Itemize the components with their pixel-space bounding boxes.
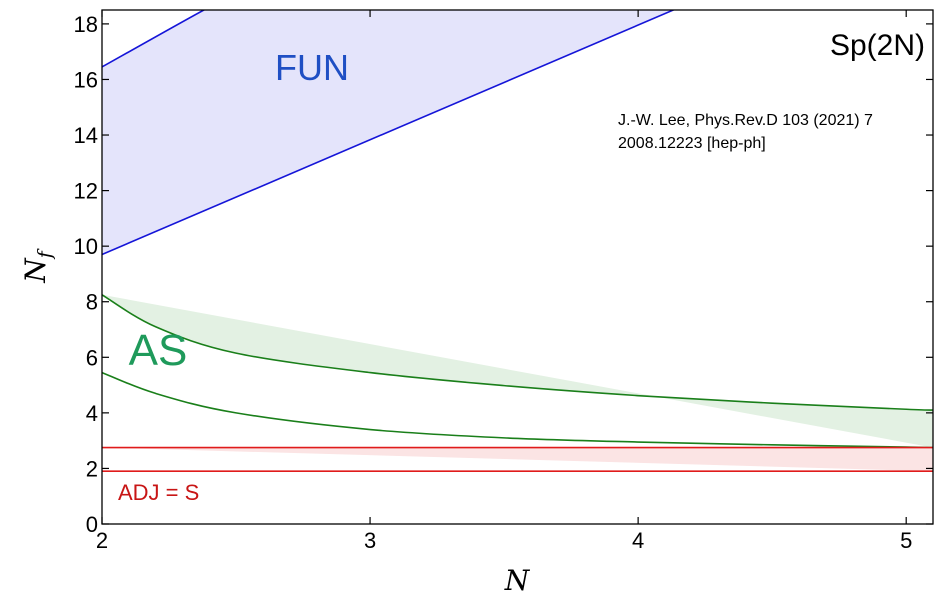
y-tick-label: 18 <box>74 12 98 37</box>
annotation-line-2: 2008.12223 [hep-ph] <box>618 135 766 152</box>
y-tick-label: 0 <box>86 512 98 537</box>
chart-title: Sp(2N) <box>830 29 925 62</box>
y-tick-label: 6 <box>86 345 98 370</box>
plot-frame <box>101 9 934 525</box>
y-tick-label: 12 <box>74 179 98 204</box>
band-lower-line-fun <box>102 10 676 256</box>
x-tick-label: 5 <box>900 528 912 553</box>
x-tick-label: 4 <box>632 528 644 553</box>
series-label-adj: ADJ = S <box>118 480 199 505</box>
band-upper-line-as <box>102 294 933 411</box>
y-axis-label: Nf <box>19 248 56 284</box>
band-fill-adj-s <box>102 447 933 472</box>
y-axis-label-main: N <box>19 257 52 284</box>
band-fill-as <box>102 294 933 448</box>
y-tick-label: 8 <box>86 290 98 315</box>
series-label-fun: FUN <box>275 47 349 88</box>
y-tick-label: 2 <box>86 456 98 481</box>
band-adj-s <box>102 446 933 473</box>
svg-text:Nf: Nf <box>19 248 56 284</box>
y-tick-label: 4 <box>86 401 98 426</box>
y-tick-label: 10 <box>74 234 98 259</box>
x-tick-label: 2 <box>96 528 108 553</box>
y-axis-label-subscript: f <box>34 248 56 260</box>
y-tick-label: 14 <box>74 123 98 148</box>
band-lower-line-as <box>102 371 933 449</box>
x-axis-label: N <box>504 564 531 596</box>
annotation-line-1: J.-W. Lee, Phys.Rev.D 103 (2021) 7 <box>618 112 873 129</box>
y-tick-label: 16 <box>74 67 98 92</box>
band-as <box>102 294 933 449</box>
series-label-as: AS <box>129 326 188 375</box>
x-tick-label: 3 <box>364 528 376 553</box>
bands-layer <box>102 10 933 473</box>
